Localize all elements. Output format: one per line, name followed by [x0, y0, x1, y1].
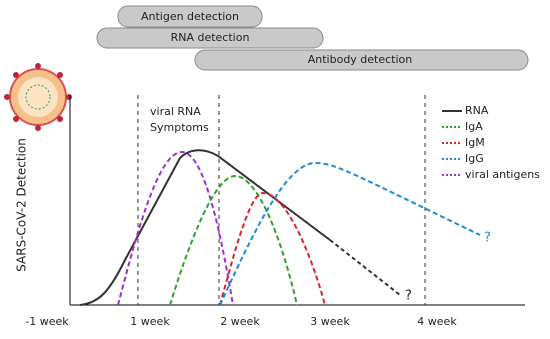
annotation: viral RNA — [150, 105, 201, 118]
marker-lines — [137, 95, 426, 305]
iga-curve — [169, 174, 298, 306]
bar-label: RNA detection — [171, 31, 250, 44]
igm-curve — [219, 191, 326, 306]
antigen-curve — [117, 150, 234, 306]
antigen-bar — [117, 5, 263, 28]
legend-label: IgM — [465, 136, 485, 149]
rna-bar — [96, 27, 324, 49]
x-label: 1 week — [130, 315, 170, 328]
antibody-bar — [194, 49, 529, 71]
legend-label: viral antigens — [465, 168, 540, 181]
x-label: -1 week — [25, 315, 69, 328]
y-axis-label: SARS-CoV-2 Detection — [15, 138, 29, 272]
annotation: Symptoms — [150, 121, 209, 134]
bar-label: Antibody detection — [308, 53, 413, 66]
bar-label: Antigen detection — [141, 10, 239, 23]
virus-icon — [4, 63, 72, 131]
annotation: ? — [405, 289, 412, 304]
x-label: 4 week — [417, 315, 457, 328]
legend-label: IgG — [465, 152, 484, 165]
legend-label: RNA — [465, 104, 489, 117]
rna-curve-dashed — [329, 239, 401, 296]
legend-label: IgA — [465, 120, 483, 133]
x-label: 3 week — [310, 315, 350, 328]
annotation: ? — [484, 231, 491, 246]
rna-curve — [79, 149, 331, 306]
legend-lines — [442, 110, 462, 176]
igg-curve — [219, 161, 481, 306]
x-label: 2 week — [220, 315, 260, 328]
